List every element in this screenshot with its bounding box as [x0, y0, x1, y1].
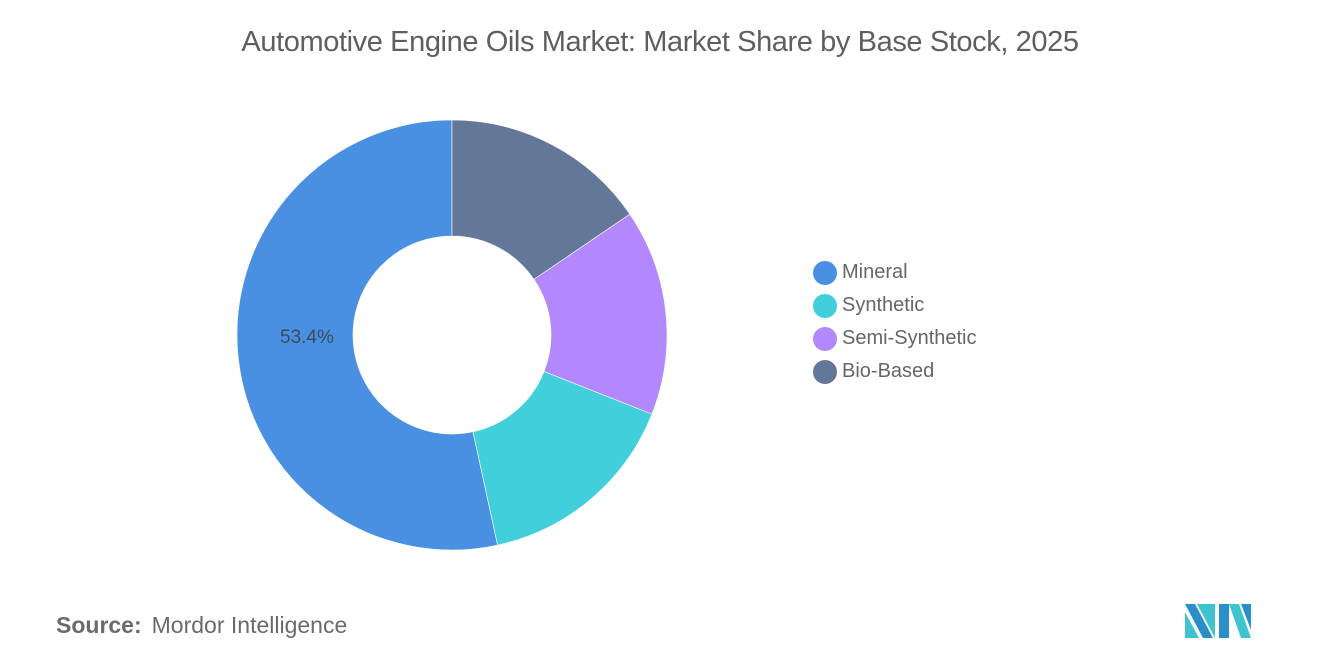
source-note: Source: Mordor Intelligence	[56, 612, 347, 639]
legend-dot-icon	[813, 293, 837, 318]
slice-bio-based[interactable]	[451, 119, 631, 280]
legend-item-synthetic[interactable]: Synthetic	[813, 289, 977, 322]
legend-item-bio-based[interactable]: Bio-Based	[813, 355, 977, 388]
legend: Mineral Synthetic Semi-Synthetic Bio-Bas…	[813, 256, 977, 388]
legend-dot-icon	[813, 326, 837, 351]
legend-label: Synthetic	[842, 294, 925, 316]
source-key: Source:	[56, 612, 142, 638]
slice-label-mineral: 53.4%	[280, 327, 334, 348]
source-value: Mordor Intelligence	[151, 612, 348, 638]
mordor-intelligence-logo-icon	[1185, 604, 1251, 638]
legend-item-mineral[interactable]: Mineral	[813, 256, 977, 289]
legend-label: Mineral	[842, 261, 908, 283]
slice-semi-synthetic[interactable]	[533, 213, 668, 415]
legend-item-semi-synthetic[interactable]: Semi-Synthetic	[813, 322, 977, 355]
legend-label: Semi-Synthetic	[842, 327, 977, 349]
legend-label: Bio-Based	[842, 360, 935, 382]
legend-dot-icon	[813, 260, 837, 285]
slice-synthetic[interactable]	[472, 371, 653, 546]
chart-title: Automotive Engine Oils Market: Market Sh…	[241, 26, 1079, 58]
slice-mineral[interactable]	[236, 119, 498, 551]
donut-slices	[236, 119, 668, 551]
legend-dot-icon	[813, 359, 837, 384]
